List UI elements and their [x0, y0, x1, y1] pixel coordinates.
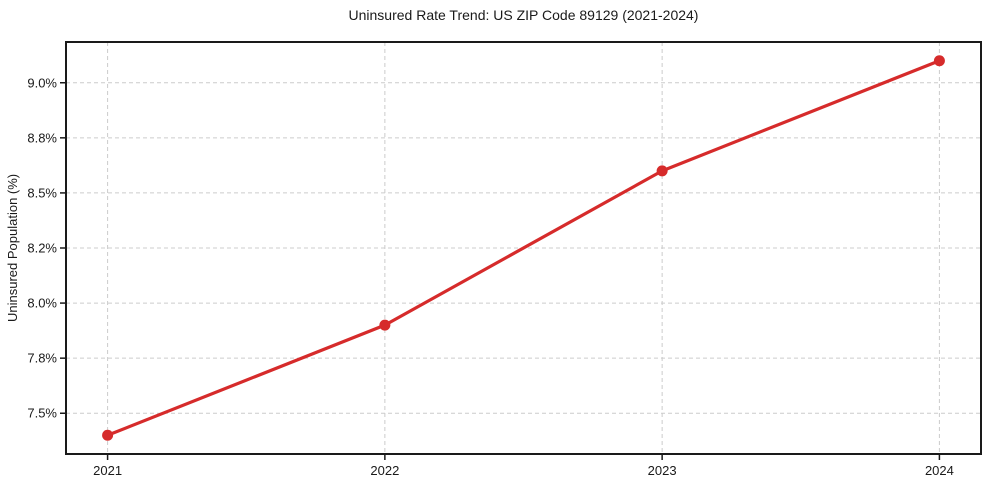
y-tick-label: 8.2% — [27, 241, 57, 256]
plot-border — [65, 41, 982, 455]
y-tick-label: 8.8% — [27, 130, 57, 145]
x-tick-label: 2021 — [93, 463, 122, 478]
data-point-marker — [933, 55, 945, 67]
data-point-marker — [379, 319, 391, 331]
y-tick-label: 7.8% — [27, 351, 57, 366]
data-point-marker — [102, 429, 114, 441]
data-point-marker — [656, 165, 668, 177]
x-tick-label: 2022 — [370, 463, 399, 478]
y-tick-label: 8.5% — [27, 185, 57, 200]
chart-title: Uninsured Rate Trend: US ZIP Code 89129 … — [348, 7, 699, 23]
y-tick-label: 7.5% — [27, 406, 57, 421]
y-tick-label: 8.0% — [27, 296, 57, 311]
data-line — [105, 59, 942, 437]
x-tick-label: 2023 — [648, 463, 677, 478]
x-tick-label: 2024 — [925, 463, 954, 478]
y-tick-label: 9.0% — [27, 75, 57, 90]
